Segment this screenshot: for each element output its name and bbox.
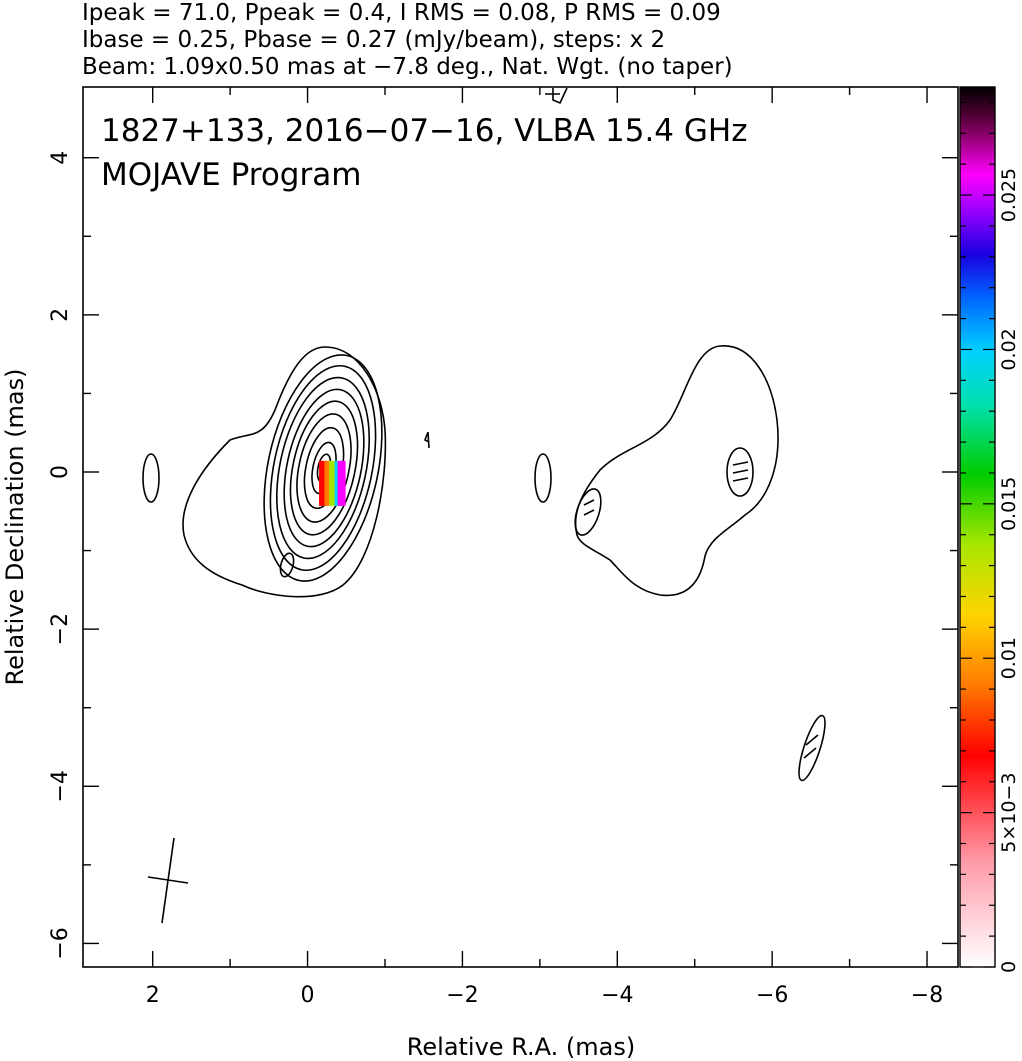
- contour-island-mid: [534, 453, 552, 503]
- contour-island-lower: [279, 552, 295, 578]
- contour-island-tick: [423, 431, 430, 449]
- contour-core-6: [289, 400, 359, 536]
- header-line-3: Beam: 1.09x0.50 mas at −7.8 deg., Nat. W…: [82, 54, 733, 80]
- contour-jet-knot-1: [726, 447, 754, 497]
- y-tick-label: 2: [48, 308, 73, 322]
- colorbar-tick-label: 5×10−3: [998, 773, 1020, 853]
- contour-core-3: [269, 364, 377, 572]
- contour-jet-knot-3: [798, 714, 826, 782]
- y-tick-label: 0: [48, 465, 73, 479]
- x-tick-label: 0: [301, 983, 315, 1008]
- contour-island-left: [142, 453, 160, 503]
- header-line-2: Ibase = 0.25, Pbase = 0.27 (mJy/beam), s…: [82, 27, 665, 53]
- polarization-pixels: [319, 460, 346, 506]
- x-tick-label: 2: [146, 983, 160, 1008]
- y-tick-label: −2: [48, 613, 73, 645]
- header-line-1: Ipeak = 71.0, Ppeak = 0.4, I RMS = 0.08,…: [82, 0, 721, 26]
- contour-core-7: [296, 413, 352, 523]
- polarization-pixel: [337, 460, 346, 506]
- colorbar: [959, 86, 996, 968]
- y-tick-label: 4: [48, 151, 73, 165]
- axis-ticks: [83, 87, 958, 967]
- polarization-pixel: [329, 460, 338, 506]
- intensity-contours: [142, 87, 826, 782]
- chart-subtitle: MOJAVE Program: [101, 157, 361, 193]
- polarization-pixel: [324, 460, 333, 506]
- contour-core-2: [263, 354, 383, 582]
- colorbar-tick-label: 0.02: [998, 328, 1020, 370]
- polarization-pixel: [319, 460, 328, 506]
- y-tick-labels: 4 2 0 −2 −4 −6: [48, 151, 73, 960]
- x-axis-label: Relative R.A. (mas): [407, 1033, 635, 1061]
- x-tick-label: −6: [756, 983, 788, 1008]
- chart-title: 1827+133, 2016−07−16, VLBA 15.4 GHz: [101, 113, 747, 149]
- contour-jet-knot-2: [574, 488, 602, 536]
- x-tick-label: −8: [911, 983, 943, 1008]
- contour-core-outer: [182, 346, 387, 598]
- colorbar-tick-label: 0.015: [998, 477, 1020, 531]
- contour-core-5: [283, 388, 365, 548]
- y-tick-label: −4: [48, 770, 73, 802]
- colorbar-tick-label: 0.025: [998, 168, 1020, 222]
- y-axis-label: Relative Declination (mas): [1, 368, 29, 685]
- colorbar-tick-label: 0.01: [998, 637, 1020, 679]
- x-tick-labels: 2 0 −2 −4 −6 −8: [146, 983, 944, 1008]
- colorbar-ticks: 0 5×10−3 0.01 0.015 0.02 0.025: [960, 101, 1020, 973]
- colorbar-tick-label: 0: [998, 961, 1020, 973]
- beam-marker: [147, 837, 189, 924]
- x-tick-label: −2: [446, 983, 478, 1008]
- plot-frame: [82, 86, 959, 968]
- x-tick-label: −4: [601, 983, 633, 1008]
- contour-top-artifact: [545, 87, 568, 105]
- y-tick-label: −6: [48, 927, 73, 959]
- evpa-sticks: [583, 461, 819, 759]
- contour-core-4: [275, 376, 371, 560]
- contour-jet-outer: [574, 345, 779, 597]
